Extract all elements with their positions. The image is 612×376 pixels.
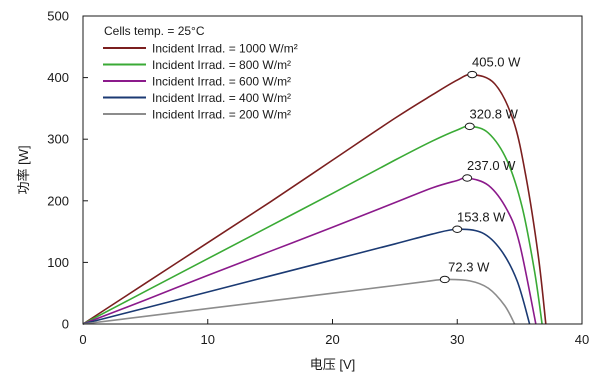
series-line-1 bbox=[82, 125, 543, 325]
x-axis-label: 电压 [V] bbox=[310, 357, 356, 372]
x-tick-label: 40 bbox=[575, 332, 589, 347]
x-tick-label: 30 bbox=[450, 332, 464, 347]
y-tick-label: 500 bbox=[47, 9, 69, 24]
peak-label: 320.8 W bbox=[470, 106, 519, 121]
series-curves bbox=[82, 73, 547, 325]
x-axis-ticks: 0 10 20 30 40 bbox=[79, 319, 589, 347]
legend-entry: Incident Irrad. = 200 W/m² bbox=[152, 108, 291, 122]
legend-entry: Incident Irrad. = 800 W/m² bbox=[152, 58, 291, 72]
y-tick-label: 0 bbox=[62, 317, 69, 332]
series-line-0 bbox=[82, 73, 547, 325]
y-tick-label: 100 bbox=[47, 255, 69, 270]
legend: Cells temp. = 25°C Incident Irrad. = 100… bbox=[103, 24, 298, 122]
peak-marker bbox=[439, 275, 450, 284]
legend-title: Cells temp. = 25°C bbox=[104, 24, 205, 38]
legend-entry: Incident Irrad. = 400 W/m² bbox=[152, 91, 291, 105]
series-line-2 bbox=[82, 177, 537, 325]
peak-marker bbox=[464, 122, 475, 131]
peak-label: 72.3 W bbox=[448, 259, 490, 274]
y-axis-label: 功率 [W] bbox=[16, 145, 31, 194]
y-tick-label: 300 bbox=[47, 132, 69, 147]
x-tick-label: 0 bbox=[79, 332, 86, 347]
peak-markers: 405.0 W 320.8 W 237.0 W 153.8 W 72.3 W bbox=[439, 55, 521, 284]
peak-marker bbox=[452, 225, 463, 233]
y-axis-ticks: 0 100 200 300 400 500 bbox=[47, 9, 88, 332]
peak-label: 405.0 W bbox=[472, 55, 521, 70]
x-tick-label: 10 bbox=[201, 332, 215, 347]
series-line-4 bbox=[82, 278, 516, 325]
legend-entry: Incident Irrad. = 600 W/m² bbox=[152, 75, 291, 89]
peak-marker bbox=[462, 174, 473, 182]
x-tick-label: 20 bbox=[325, 332, 339, 347]
legend-entry: Incident Irrad. = 1000 W/m² bbox=[152, 42, 298, 56]
y-tick-label: 200 bbox=[47, 193, 69, 208]
peak-label: 153.8 W bbox=[457, 209, 506, 224]
peak-label: 237.0 W bbox=[467, 158, 516, 173]
peak-marker bbox=[467, 70, 478, 79]
y-tick-label: 400 bbox=[47, 70, 69, 85]
series-line-3 bbox=[82, 228, 531, 325]
